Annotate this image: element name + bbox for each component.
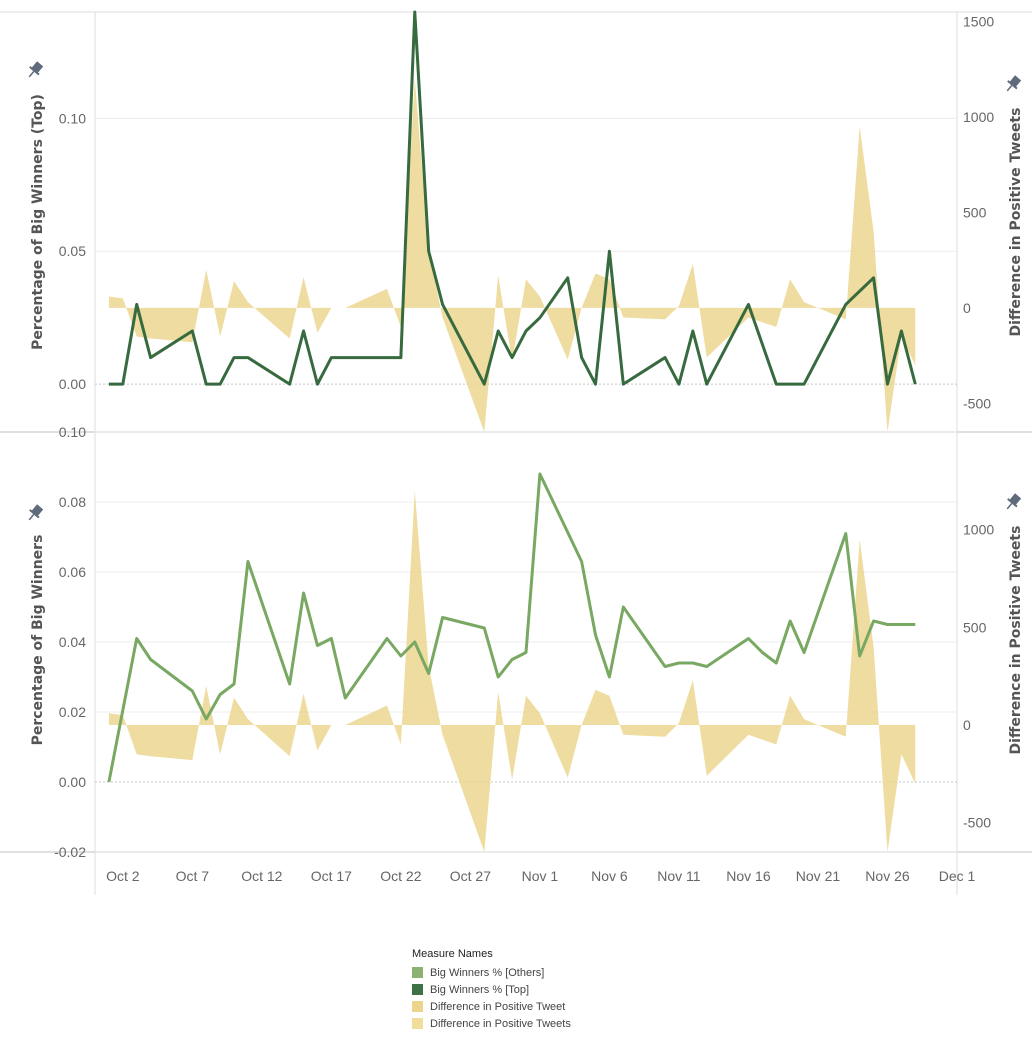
x-tick-label: Dec 1 [939,868,976,884]
legend: Measure Names Big Winners % [Others] Big… [412,948,571,1032]
top-panel-line-layer [108,10,917,386]
others-winners-line [107,472,916,783]
right-tick-label: 1000 [963,522,994,538]
legend-item-top[interactable]: Big Winners % [Top] [412,981,571,998]
x-tick-label: Nov 1 [522,868,559,884]
bottom-right-axis-title: Difference in Positive Tweets [1008,526,1024,755]
bottom-panel-ticks: -0.02 0.00 0.02 0.04 0.06 0.08 0.10 -500 0 500 100… [54,424,994,860]
pin-icon[interactable] [25,60,45,81]
left-tick-label: 0.00 [59,376,86,392]
legend-label: Big Winners % [Top] [430,983,530,996]
right-tick-label: 0 [963,717,971,733]
x-tick-label: Oct 22 [380,868,421,884]
top-winners-line [108,10,917,386]
left-tick-label: 0.05 [59,243,86,259]
legend-item-others[interactable]: Big Winners % [Others] [412,964,571,981]
right-tick-label: 500 [963,204,987,220]
left-tick-label: 0.10 [59,424,86,440]
x-tick-label: Oct 12 [241,868,282,884]
legend-label: Difference in Positive Tweet [430,1000,566,1013]
bottom-left-axis-title: Percentage of Big Winners [30,535,46,746]
pin-icon[interactable] [25,503,45,524]
legend-label: Difference in Positive Tweets [430,1017,571,1030]
left-tick-label: 0.00 [59,774,86,790]
pin-icon[interactable] [1003,74,1023,95]
top-panel-area-layer [108,78,916,433]
legend-item-positive-tweet[interactable]: Difference in Positive Tweet [412,998,571,1015]
top-right-axis-title: Difference in Positive Tweets [1008,108,1024,337]
x-tick-label: Nov 16 [726,868,771,884]
top-panel-grid [95,117,957,385]
right-tick-label: 500 [963,619,987,635]
legend-swatch [412,1001,423,1012]
pin-icon[interactable] [1003,492,1023,513]
legend-item-positive-tweets[interactable]: Difference in Positive Tweets [412,1015,571,1032]
x-tick-label: Oct 27 [450,868,491,884]
legend-swatch [412,984,423,995]
right-tick-label: -500 [963,395,991,411]
x-axis-ticks: Oct 2 Oct 7 Oct 12 Oct 17 Oct 22 Oct 27 Nov 1 N… [106,868,975,884]
left-tick-label: 0.10 [59,110,86,126]
x-tick-label: Nov 26 [865,868,910,884]
right-tick-label: 0 [963,300,971,316]
x-tick-label: Oct 17 [311,868,352,884]
top-left-axis-title: Percentage of Big Winners (Top) [30,94,46,350]
x-tick-label: Nov 6 [591,868,628,884]
bottom-panel-area-layer [108,490,916,852]
difference-area [108,490,916,852]
right-tick-label: -500 [963,815,991,831]
left-tick-label: -0.02 [54,844,86,860]
x-tick-label: Nov 11 [657,868,701,884]
left-tick-label: 0.06 [59,564,86,580]
top-panel-ticks: 0.00 0.05 0.10 -500 0 500 1000 1500 [59,14,995,412]
legend-swatch [412,967,423,978]
right-tick-label: 1500 [963,14,994,30]
right-tick-label: 1000 [963,109,994,125]
legend-title: Measure Names [412,948,493,960]
x-tick-label: Oct 2 [106,868,140,884]
x-tick-label: Oct 7 [176,868,210,884]
left-tick-label: 0.02 [59,704,86,720]
bottom-panel-line-layer [107,472,916,783]
legend-label: Big Winners % [Others] [430,966,545,979]
difference-area [108,78,916,433]
legend-swatch [412,1018,423,1029]
left-tick-label: 0.08 [59,494,86,510]
x-tick-label: Nov 21 [796,868,841,884]
left-tick-label: 0.04 [59,634,86,650]
